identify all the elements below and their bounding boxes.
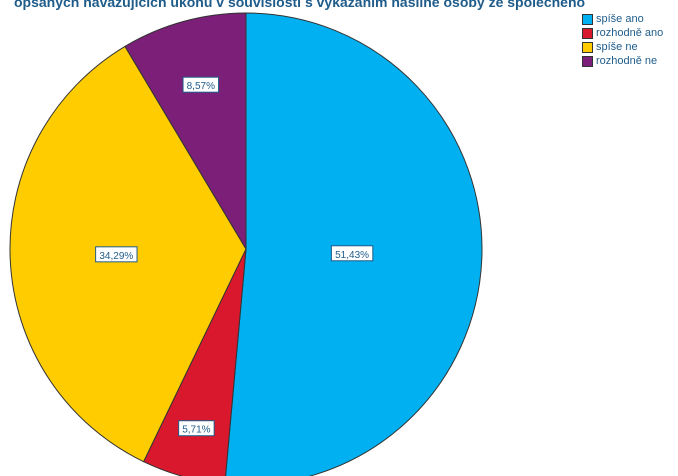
pie-slice <box>225 12 483 476</box>
svg-text:34,29%: 34,29% <box>99 251 133 262</box>
legend-item: rozhodně ano <box>582 26 678 40</box>
legend-item: spíše ano <box>582 12 678 26</box>
legend-swatch <box>582 55 593 67</box>
svg-text:5,71%: 5,71% <box>182 425 210 436</box>
svg-text:8,57%: 8,57% <box>187 81 215 92</box>
legend-label: spíše ano <box>596 13 644 25</box>
data-label: 51,43% <box>330 245 374 262</box>
legend-item: spíše ne <box>582 40 678 54</box>
legend-item: rozhodně ne <box>582 54 678 68</box>
legend-swatch <box>582 41 593 53</box>
data-label: 5,71% <box>178 420 215 437</box>
legend: spíše ano rozhodně ano spíše ne rozhodně… <box>582 12 678 68</box>
data-label: 8,57% <box>182 76 220 93</box>
legend-swatch <box>582 13 593 25</box>
chart-title: opsaných navazujících úkonů v souvislost… <box>14 0 586 10</box>
data-label: 34,29% <box>95 246 138 263</box>
svg-text:51,43%: 51,43% <box>335 250 369 261</box>
legend-label: rozhodně ano <box>596 27 664 39</box>
legend-label: rozhodně ne <box>596 55 658 67</box>
legend-label: spíše ne <box>596 41 638 53</box>
legend-swatch <box>582 27 593 39</box>
pie-slice <box>124 12 247 251</box>
